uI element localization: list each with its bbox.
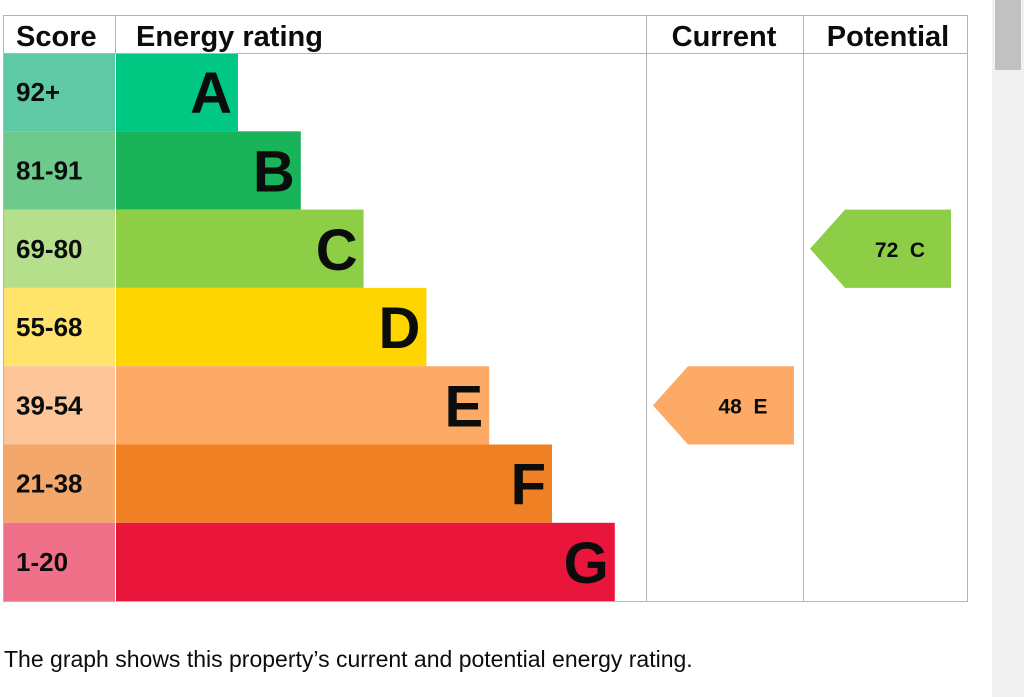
score-cell-c [3, 209, 115, 288]
rating-bar-e [116, 366, 490, 445]
scrollbar-thumb[interactable] [995, 0, 1021, 70]
rating-bar-d [116, 287, 427, 367]
current-rating-arrow [653, 366, 794, 445]
band-letter-d: D [379, 296, 421, 361]
chart-caption: The graph shows this property’s current … [4, 646, 693, 672]
score-range-f: 21-38 [16, 469, 83, 499]
score-range-b: 81-91 [16, 155, 83, 185]
rating-bar-a [116, 53, 238, 132]
potential-column-header: Potential [827, 21, 949, 53]
energy-rating-column-header: Energy rating [136, 21, 323, 53]
score-column-header: Score [16, 21, 97, 53]
score-range-g: 1-20 [16, 547, 68, 577]
score-cell-e [3, 366, 115, 445]
band-letter-c: C [316, 218, 358, 283]
score-cell-b [3, 131, 115, 210]
potential-rating-arrow [810, 209, 951, 288]
chart-frame [3, 15, 968, 603]
score-cell-a [3, 53, 115, 132]
band-letter-g: G [564, 531, 609, 596]
rating-bar-b [116, 131, 301, 210]
current-column-header: Current [672, 21, 777, 53]
score-range-a: 92+ [16, 77, 60, 107]
score-cell-d [3, 287, 115, 367]
rating-bar-f [116, 444, 552, 523]
score-cell-g [3, 522, 115, 602]
score-range-e: 39-54 [16, 390, 83, 420]
score-cell-f [3, 444, 115, 523]
potential-rating-label: 72 C [875, 239, 925, 262]
rating-bar-g [116, 522, 615, 602]
band-letter-f: F [511, 453, 546, 518]
band-letter-b: B [253, 139, 295, 204]
energy-rating-chart: 92+ A81-91 B69-80 C55-68 D39-54 E21-38 F1-20 G … [3, 15, 968, 603]
rating-bar-c [116, 209, 364, 288]
score-range-c: 69-80 [16, 234, 83, 264]
score-range-d: 55-68 [16, 312, 83, 342]
band-letter-e: E [445, 374, 484, 439]
vertical-scrollbar[interactable] [992, 0, 1024, 697]
band-letter-a: A [190, 61, 232, 126]
current-rating-label: 48 E [718, 395, 767, 418]
